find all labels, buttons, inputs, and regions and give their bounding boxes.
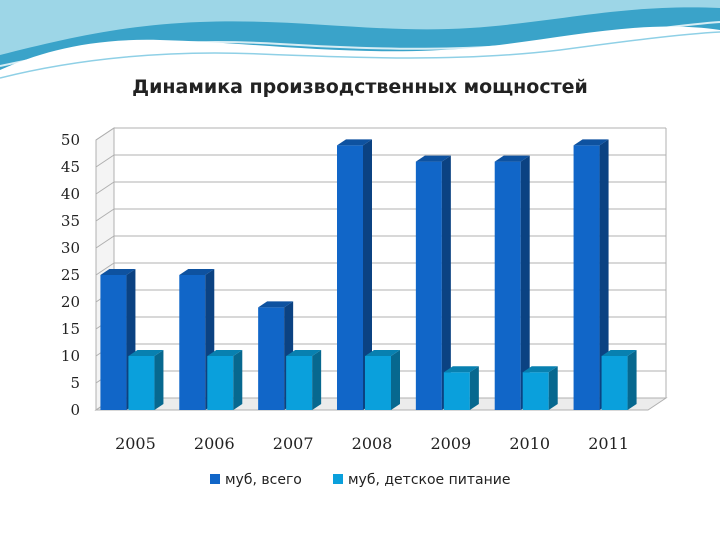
bar [365,350,400,410]
bar-front [573,145,600,410]
bar-front [207,356,234,410]
y-tick-label: 30 [61,239,80,257]
bar-top [258,301,294,308]
bar-top [128,350,164,356]
y-tick-label: 15 [61,320,80,338]
bar-top [337,139,372,146]
bar-side [363,139,372,410]
y-tick-label: 25 [61,266,80,284]
x-category-label: 2010 [509,434,550,453]
bar [207,350,243,410]
bar-front [258,307,285,410]
bar [494,155,530,410]
bar-top [601,350,637,356]
bar-top [494,155,530,162]
bar [258,301,294,410]
bar [337,139,372,410]
bar-side [469,366,479,410]
y-axis-ticks: 0 5 10 15 20 25 30 35 40 45 50 [61,131,80,419]
bar-top [443,366,479,373]
bar-front [443,372,470,410]
bar [601,350,637,410]
bars-layer [100,139,637,410]
bar-front [601,356,628,410]
legend: муб, всего муб, детское питание [210,472,510,488]
gridline [95,208,666,222]
bar-side [312,350,322,410]
bar [128,350,164,410]
wave-line [0,31,720,79]
y-tick-label: 5 [70,374,80,392]
bar-side [391,350,400,410]
bar-side [520,155,530,410]
bar-front [415,161,442,410]
bar-side [154,350,164,410]
y-tick-label: 50 [61,131,80,149]
bar [522,366,558,410]
bar-side [233,350,243,410]
bar-front [337,145,363,410]
bar-top [415,155,451,162]
bar-front [128,356,155,410]
bar-side [548,366,558,410]
bar-top [365,350,400,356]
x-category-label: 2007 [273,434,314,453]
header-wave-decoration [0,0,720,79]
x-category-label: 2005 [115,434,156,453]
gridline [95,154,666,168]
gridline [95,262,666,276]
chart-title: Динамика производственных мощностей [132,76,588,98]
gridline [95,235,666,249]
y-tick-label: 45 [61,158,80,176]
x-category-label: 2009 [430,434,471,453]
x-category-label: 2011 [588,434,629,453]
x-axis-categories: 2005 2006 2007 2008 2009 2010 2011 [115,434,629,453]
bar-top [207,350,243,356]
bar-front [100,275,127,410]
bar-front [179,275,206,410]
x-category-label: 2006 [194,434,235,453]
bar-front [286,356,313,410]
gridline [95,181,666,195]
bar-top [286,350,322,356]
bar-side [627,350,637,410]
y-tick-label: 0 [70,401,80,419]
bar-front [494,161,521,410]
bar-side [599,139,609,410]
y-tick-label: 20 [61,293,80,311]
bar-top [522,366,558,373]
legend-label: муб, детское питание [348,472,510,488]
y-tick-label: 35 [61,212,80,230]
legend-item: муб, детское питание [333,472,510,488]
x-category-label: 2008 [352,434,393,453]
legend-swatch [333,474,343,484]
legend-item: муб, всего [210,472,302,488]
bar [286,350,322,410]
bar-front [365,356,391,410]
bar-side [441,155,451,410]
y-tick-label: 10 [61,347,80,365]
wave-line-2 [0,21,720,67]
bar-top [573,139,609,146]
bar [415,155,451,410]
bar-top [179,269,215,275]
bar-front [522,372,549,410]
legend-label: муб, всего [225,472,302,488]
bar [443,366,479,410]
legend-swatch [210,474,220,484]
bar-top [100,269,136,275]
bar [573,139,609,410]
wave-band-light [0,0,720,55]
gridline [95,127,666,141]
y-tick-label: 40 [61,185,80,203]
